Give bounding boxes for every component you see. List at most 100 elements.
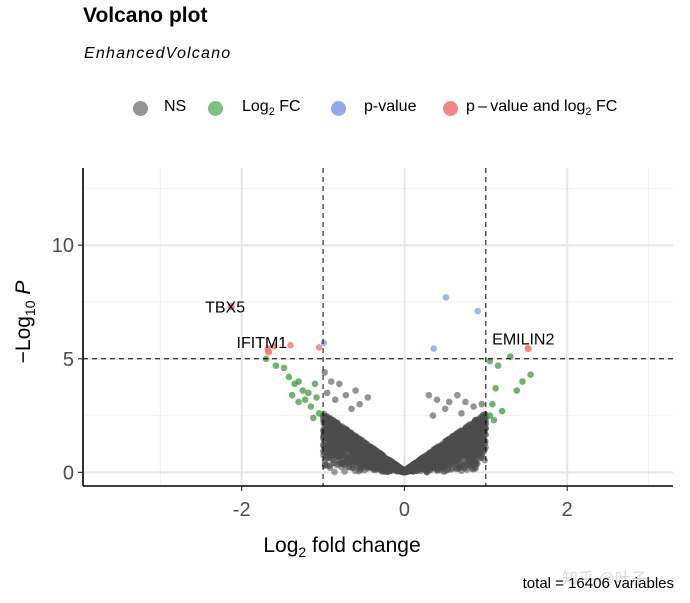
data-point-labeled <box>227 302 235 311</box>
data-point-ns <box>433 396 441 403</box>
data-point-pfc <box>287 341 294 349</box>
data-point-ns <box>356 400 363 408</box>
data-point-p <box>320 339 328 347</box>
data-point-ns <box>369 454 376 461</box>
data-point-ns <box>342 391 350 399</box>
point-label: TBX5 <box>205 300 245 317</box>
watermark: 知乎 @叶子 <box>562 571 647 588</box>
data-point-ns <box>376 460 384 467</box>
data-point-ns <box>441 405 449 413</box>
data-point-ns <box>447 461 455 468</box>
legend-marker-pvalue <box>331 101 346 116</box>
data-point-ns <box>355 467 363 475</box>
data-point-ns <box>445 398 453 406</box>
data-point-ns <box>350 446 357 454</box>
data-point-ns <box>456 454 463 461</box>
data-point-ns <box>431 460 439 468</box>
data-point-ns <box>364 394 372 401</box>
data-point-fc <box>310 414 317 422</box>
data-point-fc <box>506 353 514 360</box>
data-point-ns <box>333 452 340 460</box>
data-point-fc <box>280 364 288 372</box>
data-point-ns <box>341 468 348 475</box>
data-point-fc <box>313 394 320 401</box>
data-point-ns <box>436 461 444 468</box>
data-point-fc <box>295 378 302 385</box>
data-point-pfc <box>270 343 278 350</box>
data-point-p <box>430 345 438 352</box>
data-point-ns <box>331 396 339 403</box>
data-point-ns <box>333 461 341 469</box>
data-point-ns <box>355 448 363 456</box>
data-point-ns <box>365 458 372 466</box>
data-point-fc <box>301 396 309 403</box>
ns-point-cloud <box>319 410 490 476</box>
data-point-fc <box>498 407 506 415</box>
data-point-fc <box>494 362 502 369</box>
data-point-ns <box>406 466 413 474</box>
data-point-ns <box>469 435 476 443</box>
chart-title: Volcano plot <box>83 4 208 27</box>
x-tick-label: 2 <box>562 499 573 521</box>
data-point-ns <box>451 436 459 443</box>
data-point-ns <box>478 400 486 408</box>
data-point-ns <box>331 468 338 476</box>
legend-label-ns: NS <box>164 98 187 115</box>
data-point-ns <box>352 439 360 447</box>
data-point-ns <box>470 403 477 410</box>
data-point-ns <box>342 461 349 469</box>
legend-label-pvalue-fc: p – value and log2 FC <box>466 98 618 119</box>
data-point-ns <box>465 427 472 435</box>
data-point-ns <box>323 421 330 429</box>
data-point-ns <box>327 378 335 385</box>
data-point-ns <box>340 433 348 440</box>
point-label: EMILIN2 <box>492 332 554 349</box>
data-point-ns <box>474 446 482 453</box>
legend-label-fc: Log2 FC <box>242 98 301 119</box>
data-point-labeled <box>524 344 532 353</box>
data-point-ns <box>454 391 461 399</box>
data-point-ns <box>476 423 483 431</box>
data-point-ns <box>354 455 361 462</box>
data-point-fc <box>519 378 526 385</box>
data-point-ns <box>325 447 333 455</box>
data-point-ns <box>324 429 331 437</box>
data-point-fc <box>288 391 296 399</box>
data-point-fc <box>311 380 319 388</box>
y-tick-label: 0 <box>63 462 74 484</box>
data-point-fc <box>305 389 312 397</box>
data-point-ns <box>367 445 374 453</box>
data-point-fc <box>307 403 315 410</box>
data-point-ns <box>463 466 471 473</box>
data-point-ns <box>324 461 331 469</box>
data-point-fc <box>490 416 498 424</box>
data-point-ns <box>425 391 433 399</box>
data-point-p <box>474 307 481 315</box>
legend-label-pvalue: p-value <box>364 98 417 115</box>
x-axis-title: Log2 fold change <box>263 534 420 560</box>
data-point-ns <box>359 453 367 461</box>
data-point-ns <box>359 444 366 451</box>
data-point-ns <box>323 442 331 450</box>
data-point-fc <box>486 412 494 419</box>
data-point-fc <box>513 387 521 394</box>
legend-marker-fc <box>208 101 223 116</box>
data-point-labeled <box>264 348 273 356</box>
data-point-fc <box>285 373 293 381</box>
data-point-p <box>442 294 450 301</box>
data-point-ns <box>476 436 483 443</box>
data-point-fc <box>486 357 494 365</box>
data-point-ns <box>391 464 399 472</box>
x-tick-label: -2 <box>233 499 251 521</box>
data-point-ns <box>456 463 463 470</box>
data-point-ns <box>352 387 359 394</box>
data-point-fc <box>489 400 496 408</box>
data-point-ns <box>348 405 355 413</box>
data-point-fc <box>272 362 280 369</box>
data-point-fc <box>527 371 534 379</box>
data-point-fc <box>492 385 499 392</box>
data-point-ns <box>481 457 489 464</box>
data-point-ns <box>462 398 469 406</box>
data-point-ns <box>434 466 441 473</box>
